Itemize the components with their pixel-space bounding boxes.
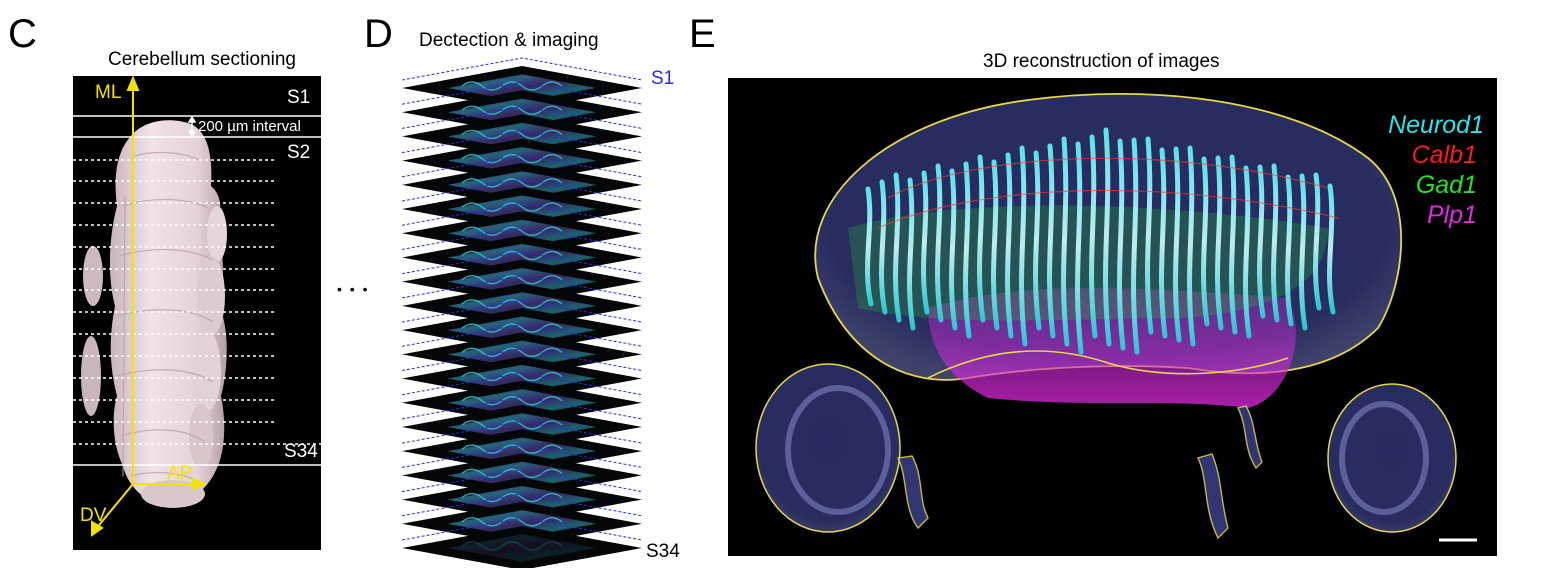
panel-letter-d: D xyxy=(364,12,393,56)
stack-label-s34: S34 xyxy=(646,541,680,562)
neurod1-stripe xyxy=(1019,145,1028,347)
neurod1-stripe xyxy=(963,161,972,339)
slice-layer xyxy=(401,57,643,110)
neurod1-stripe xyxy=(1243,165,1252,339)
legend-gad1: Gad1 xyxy=(1415,171,1477,199)
neurod1-stripe xyxy=(907,177,916,331)
slice-layer xyxy=(401,517,643,568)
slice-layer xyxy=(401,396,643,449)
neurod1-stripe xyxy=(1187,145,1196,347)
axis-dv-label: DV xyxy=(80,505,107,526)
neurod1-stripe xyxy=(1159,147,1168,339)
panel-d-title: Dectection & imaging xyxy=(419,30,599,51)
slice-layer xyxy=(401,154,643,207)
legend-neurod1: Neurod1 xyxy=(1388,111,1484,139)
neurod1-stripe xyxy=(1131,137,1140,355)
slice-layer xyxy=(401,444,643,498)
neurod1-stripe xyxy=(879,179,888,315)
slice-layer xyxy=(401,251,643,304)
panel-letter-c: C xyxy=(8,12,37,56)
neurod1-stripe xyxy=(1075,141,1084,355)
sectioning-image: ML S1 200 µm interval S2 S34 AP DV xyxy=(73,76,321,550)
slice-stack xyxy=(401,57,643,568)
panel-e-title: 3D reconstruction of images xyxy=(983,51,1220,72)
slice-layer xyxy=(401,299,643,353)
neurod1-stripe xyxy=(1033,150,1042,331)
neurod1-stripe xyxy=(1313,172,1322,311)
neurod1-stripe xyxy=(921,170,930,315)
slice-layer xyxy=(401,81,643,135)
neurod1-stripe xyxy=(1047,143,1056,339)
neurod1-stripe xyxy=(1173,146,1182,343)
neurod1-stripe xyxy=(1229,154,1238,335)
legend-plp1: Plp1 xyxy=(1426,201,1477,229)
panel-letter-e: E xyxy=(689,12,716,56)
axis-ml-label: ML xyxy=(95,82,122,103)
neurod1-stripe xyxy=(935,163,944,323)
neurod1-stripe xyxy=(1327,183,1336,315)
neurod1-stripe xyxy=(893,172,902,323)
neurod1-stripe xyxy=(977,154,986,323)
neurod1-stripe xyxy=(991,159,1000,331)
neurod1-stripe xyxy=(1271,163,1280,323)
neurod1-stripe xyxy=(1005,152,1014,339)
interval-label: 200 µm interval xyxy=(198,118,301,135)
neurod1-stripe xyxy=(1201,156,1210,327)
section-label-s1: S1 xyxy=(287,87,311,108)
slice-layer xyxy=(401,323,643,377)
slice-layer xyxy=(401,372,643,425)
neurod1-stripe xyxy=(949,168,958,331)
slice-layer xyxy=(401,348,643,401)
panel-c-title: Cerebellum sectioning xyxy=(108,49,296,70)
neurod1-stripe xyxy=(1145,136,1154,335)
slice-layer xyxy=(401,130,643,183)
neurod1-stripe xyxy=(1103,127,1112,347)
slice-layer xyxy=(401,178,643,232)
slice-layer xyxy=(401,420,643,474)
neurod1-stripe xyxy=(1285,174,1294,327)
neurod1-stripe xyxy=(1117,138,1126,351)
neurod1-stripe xyxy=(865,186,874,307)
legend-calb1: Calb1 xyxy=(1411,141,1477,169)
reconstruction-render xyxy=(755,92,1477,542)
neurod1-stripe xyxy=(1215,155,1224,331)
slice-layer xyxy=(401,469,643,522)
slice-layer xyxy=(401,202,643,256)
neurod1-stripe xyxy=(1299,173,1308,331)
continuation-dots: • • • xyxy=(337,281,370,297)
section-label-s34: S34 xyxy=(284,441,318,462)
reconstruction-image: Neurod1 Calb1 Gad1 Plp1 xyxy=(728,78,1497,556)
slice-layer xyxy=(401,275,643,328)
neurod1-stripe xyxy=(1061,136,1070,347)
stack-label-s1: S1 xyxy=(651,68,675,89)
axis-ap-label: AP xyxy=(167,463,193,484)
neurod1-stripe xyxy=(1089,134,1098,339)
section-label-s2: S2 xyxy=(287,142,311,163)
cerebellum-drawing xyxy=(73,76,321,537)
slice-layer xyxy=(401,226,643,280)
slice-layer xyxy=(401,105,643,159)
neurod1-stripe xyxy=(1257,164,1266,319)
